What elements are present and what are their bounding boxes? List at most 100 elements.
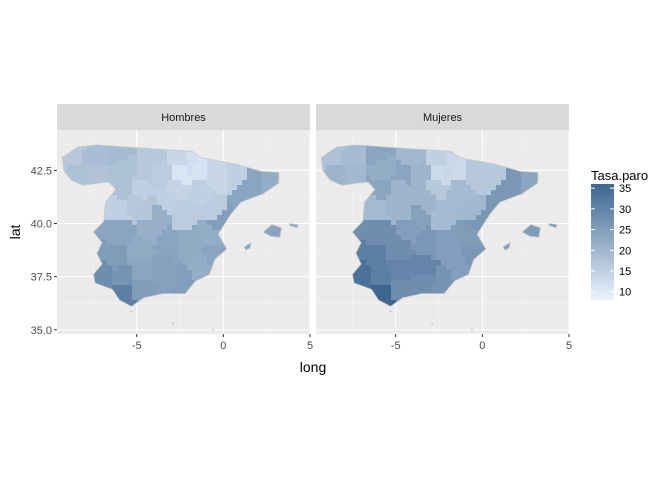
province-cell [406, 290, 412, 296]
y-tick-label: 37.5 [31, 272, 52, 284]
province-cell [401, 175, 407, 181]
province-cell [426, 195, 432, 201]
province-cell [416, 190, 422, 196]
province-cell [197, 230, 203, 236]
province-cell [451, 155, 457, 161]
province-cell [97, 230, 103, 236]
province-cell [237, 180, 243, 186]
province-cell [426, 165, 432, 171]
province-cell [386, 190, 392, 196]
province-cell [172, 170, 178, 176]
province-cell [157, 250, 163, 256]
province-cell [416, 185, 422, 191]
province-cell [396, 265, 402, 271]
province-cell [471, 160, 477, 166]
province-cell [431, 260, 437, 266]
province-cell [411, 225, 417, 231]
province-cell [127, 175, 133, 181]
province-cell [391, 265, 397, 271]
province-cell [431, 200, 437, 206]
province-cell [107, 170, 113, 176]
province-cell [162, 200, 168, 206]
province-cell [112, 285, 118, 291]
province-cell [386, 195, 392, 201]
province-cell [376, 200, 382, 206]
province-cell [396, 225, 402, 231]
province-cell [172, 155, 178, 161]
province-cell [461, 240, 467, 246]
province-cell [217, 240, 223, 246]
province-cell [97, 170, 103, 176]
province-cell [376, 270, 382, 276]
province-cell [157, 225, 163, 231]
province-cell [117, 270, 123, 276]
province-cell [132, 165, 138, 171]
province-cell [82, 165, 88, 171]
province-cell [222, 185, 228, 191]
province-cell [471, 195, 477, 201]
province-cell [227, 210, 233, 216]
province-cell [456, 215, 462, 221]
province-cell [336, 175, 342, 181]
province-cell [441, 155, 447, 161]
province-cell [461, 250, 467, 256]
province-cell [456, 210, 462, 216]
province-cell [386, 220, 392, 226]
province-cell [511, 170, 517, 176]
province-cell [92, 180, 98, 186]
province-cell [401, 290, 407, 296]
province-cell [501, 165, 507, 171]
province-cell [137, 205, 143, 211]
province-cell [157, 290, 163, 296]
province-cell [132, 180, 138, 186]
province-cell [396, 195, 402, 201]
province-cell [431, 170, 437, 176]
province-cell [142, 220, 148, 226]
province-cell [102, 215, 108, 221]
province-cell [466, 160, 472, 166]
province-cell [92, 170, 98, 176]
province-cell [147, 155, 153, 161]
province-cell [391, 255, 397, 261]
province-cell [426, 215, 432, 221]
province-cell [212, 185, 218, 191]
province-cell [436, 250, 442, 256]
province-cell [411, 245, 417, 251]
province-cell [466, 230, 472, 236]
province-cell [162, 265, 168, 271]
province-cell [406, 260, 412, 266]
province-cell [117, 160, 123, 166]
province-cell [147, 195, 153, 201]
province-cell [461, 220, 467, 226]
province-cell [222, 190, 228, 196]
province-cell [202, 210, 208, 216]
province-cell [531, 170, 537, 176]
province-cell [391, 215, 397, 221]
province-cell [416, 285, 422, 291]
province-cell [252, 170, 258, 176]
province-cell [162, 220, 168, 226]
province-cell [396, 155, 402, 161]
province-cell [132, 220, 138, 226]
province-cell [262, 170, 268, 176]
province-cell [421, 265, 427, 271]
province-cell [147, 150, 153, 156]
province-cell [526, 170, 532, 176]
province-cell [381, 270, 387, 276]
province-cell [182, 195, 188, 201]
province-cell [431, 270, 437, 276]
province-cell [496, 200, 502, 206]
province-cell [82, 145, 88, 151]
province-cell [481, 175, 487, 181]
province-cell [476, 195, 482, 201]
province-cell [152, 210, 158, 216]
province-cell [242, 175, 248, 181]
province-cell [486, 175, 492, 181]
province-cell [366, 245, 372, 251]
province-cell [162, 215, 168, 221]
province-cell [366, 240, 372, 246]
province-cell [192, 195, 198, 201]
province-cell [396, 200, 402, 206]
province-cell [401, 180, 407, 186]
province-cell [172, 275, 178, 281]
